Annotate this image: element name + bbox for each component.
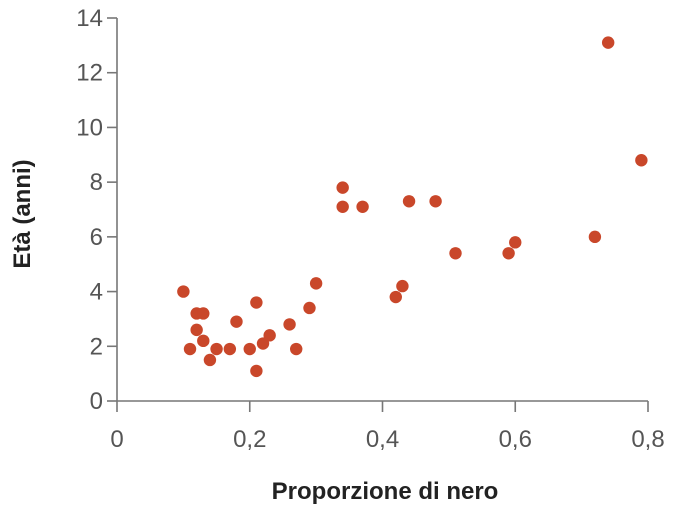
data-point: [429, 195, 442, 208]
x-tick-label: 0,2: [233, 426, 266, 453]
data-point: [197, 334, 210, 348]
data-point: [502, 247, 515, 260]
data-point: [203, 353, 217, 367]
data-point: [197, 307, 210, 320]
data-point: [210, 342, 223, 356]
data-point: [601, 36, 615, 49]
x-tick-label: 0,6: [499, 426, 532, 453]
data-point: [402, 195, 416, 208]
data-point: [190, 323, 203, 337]
y-tick-label: 14: [76, 5, 103, 32]
x-axis-ticks: 0 0,2 0,4 0,6 0,8: [110, 401, 665, 453]
x-tick-label: 0,4: [366, 426, 399, 453]
data-points: [177, 36, 648, 378]
y-axis-ticks: 0 2 4 6 8 10 12 14: [76, 5, 117, 415]
data-point: [336, 200, 349, 213]
data-point: [250, 364, 263, 378]
data-point: [396, 279, 409, 293]
y-tick-label: 6: [90, 224, 103, 251]
data-point: [303, 301, 316, 315]
y-tick-label: 4: [90, 279, 103, 306]
data-point: [336, 181, 349, 194]
data-point: [635, 154, 648, 167]
y-tick-label: 10: [76, 114, 103, 141]
data-point: [177, 285, 190, 298]
y-tick-label: 8: [90, 169, 103, 196]
data-point: [290, 342, 303, 356]
y-axis-title: Età (anni): [9, 159, 36, 268]
data-point: [389, 290, 402, 304]
data-point: [309, 277, 323, 290]
y-tick-label: 2: [90, 333, 103, 360]
data-point: [223, 342, 237, 356]
data-point: [509, 236, 522, 249]
x-tick-label: 0: [110, 426, 123, 453]
data-point: [588, 230, 602, 244]
data-point: [250, 296, 263, 309]
data-point: [283, 318, 296, 331]
y-tick-label: 12: [76, 60, 103, 87]
data-point: [243, 342, 256, 356]
data-point: [356, 200, 369, 213]
data-point: [183, 342, 197, 356]
x-axis-title: Proporzione di nero: [272, 478, 499, 505]
x-tick-label: 0,8: [631, 426, 664, 453]
data-point: [230, 315, 243, 328]
y-tick-label: 0: [90, 388, 103, 415]
data-point: [449, 247, 462, 260]
data-point: [256, 337, 270, 350]
data-point: [263, 329, 276, 342]
